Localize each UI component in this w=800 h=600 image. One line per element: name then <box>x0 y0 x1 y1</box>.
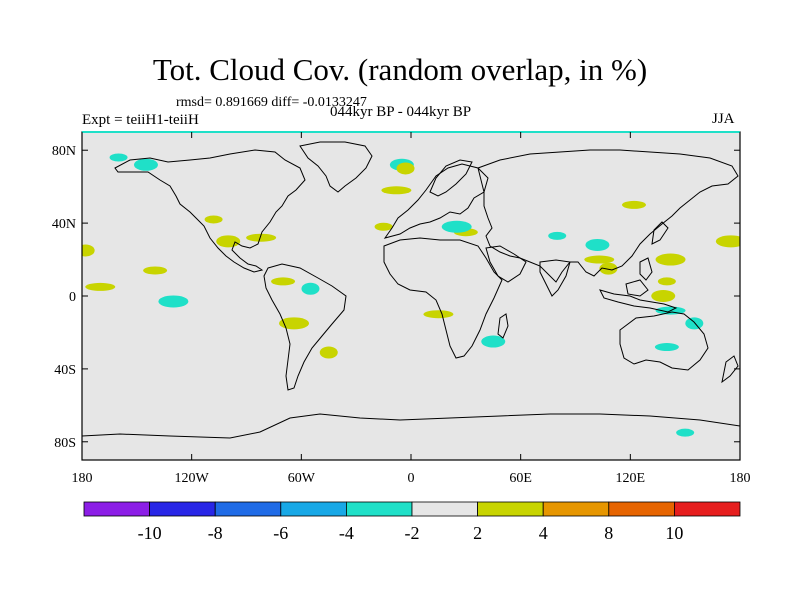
x-tick-label: 60E <box>509 471 532 486</box>
anomaly-patch <box>481 335 506 348</box>
coastline-madagascar <box>497 313 509 339</box>
colorbar-label: -2 <box>405 523 420 543</box>
y-tick-label: 40S <box>54 363 76 378</box>
anomaly-patch <box>381 186 412 195</box>
y-tick-label: 80N <box>52 144 76 159</box>
anomaly-patch <box>133 158 158 171</box>
anomaly-patch <box>584 255 615 264</box>
anomaly-patch <box>657 277 676 286</box>
coastline-india <box>539 259 571 297</box>
colorbar-swatch <box>542 501 610 517</box>
season-label: JJA <box>712 111 735 127</box>
x-tick-label: 180 <box>730 471 751 486</box>
anomaly-patch <box>279 317 310 330</box>
x-tick-label: 180 <box>72 471 93 486</box>
coastline-philippines <box>639 257 653 281</box>
coastline-africa <box>383 237 503 359</box>
period-label: 044kyr BP - 044kyr BP <box>330 104 472 120</box>
y-tick-label: 80S <box>54 436 76 451</box>
anomaly-patch <box>654 343 679 352</box>
colorbar-label: -4 <box>339 523 354 543</box>
anomaly-patch <box>109 153 128 162</box>
coastline-antarctica <box>82 413 740 439</box>
colorbar-label: -6 <box>273 523 288 543</box>
colorbar: -10 -8 -6 -4 -2 2 4 8 10 <box>83 501 741 543</box>
anomaly-patch <box>685 317 704 330</box>
anomaly-patch <box>85 282 116 291</box>
anomaly-patch <box>216 235 241 248</box>
anomaly-patch <box>715 235 740 248</box>
anomaly-patch <box>396 162 415 175</box>
anomaly-patch <box>441 220 472 233</box>
coastline-scandinavia <box>429 159 473 197</box>
anomaly-patch <box>548 231 567 240</box>
anomaly-patch <box>676 428 695 437</box>
anomaly-patch <box>319 346 338 359</box>
anomaly-patch <box>301 282 320 295</box>
anomaly-patch <box>143 266 168 275</box>
x-tick-label: 60W <box>288 471 316 486</box>
colorbar-label: 2 <box>473 523 482 543</box>
anomaly-patch <box>204 215 223 224</box>
coastline-indonesia <box>599 289 678 313</box>
x-tick-label: 120W <box>175 471 210 486</box>
colorbar-label: -8 <box>208 523 223 543</box>
x-tick-label: 120E <box>616 471 646 486</box>
anomaly-patch <box>374 222 393 231</box>
coastline-south-america <box>263 263 347 391</box>
coastline-greenland <box>299 141 373 193</box>
colorbar-swatch <box>411 501 478 517</box>
x-tick-label: 0 <box>408 471 415 486</box>
colorbar-swatch <box>477 501 544 517</box>
coastline-new-zealand <box>721 355 739 384</box>
y-tick-label: 40N <box>52 217 76 232</box>
colorbar-swatch <box>214 501 282 517</box>
coastline-borneo <box>625 279 649 297</box>
experiment-label: Expt = teiiH1-teiiH <box>82 112 199 128</box>
coastline-asia <box>477 149 739 283</box>
anomaly-patch <box>158 295 189 308</box>
colorbar-label: 8 <box>604 523 613 543</box>
colorbar-label: -10 <box>138 523 162 543</box>
coastline-arabia <box>485 245 527 283</box>
colorbar-swatch <box>674 501 741 517</box>
colorbar-swatch <box>149 501 216 517</box>
axis-ticks: 180 120W 60W 0 60E 120E 180 80N 40N 0 40S 80S <box>52 132 751 486</box>
chart-title: Tot. Cloud Cov. (random overlap, in %) <box>152 52 648 87</box>
coastline-europe <box>383 163 489 239</box>
colorbar-swatch <box>83 501 150 517</box>
colorbar-swatch <box>345 501 413 517</box>
colorbar-label: 10 <box>665 523 683 543</box>
colorbar-swatch <box>608 501 675 517</box>
anomaly-patch <box>621 200 646 209</box>
anomaly-patch <box>585 238 610 251</box>
coastline-australia <box>619 311 709 371</box>
y-tick-label: 0 <box>69 290 76 305</box>
anomaly-patch <box>82 244 95 257</box>
coastline-north-america <box>114 149 306 273</box>
anomaly-patch <box>651 290 676 302</box>
coastline-japan <box>651 221 669 245</box>
anomaly-patch <box>599 262 618 275</box>
map-background <box>82 132 740 460</box>
anomaly-patch <box>271 277 296 286</box>
anomaly-patch <box>423 310 454 319</box>
coastlines <box>82 141 740 439</box>
anomaly-patch <box>246 233 277 242</box>
colorbar-label: 4 <box>539 523 548 543</box>
anomaly-patch <box>655 253 686 266</box>
statistics-text: rmsd= 0.891669 diff= -0.0133247 <box>176 95 367 110</box>
colorbar-swatch <box>280 501 347 517</box>
